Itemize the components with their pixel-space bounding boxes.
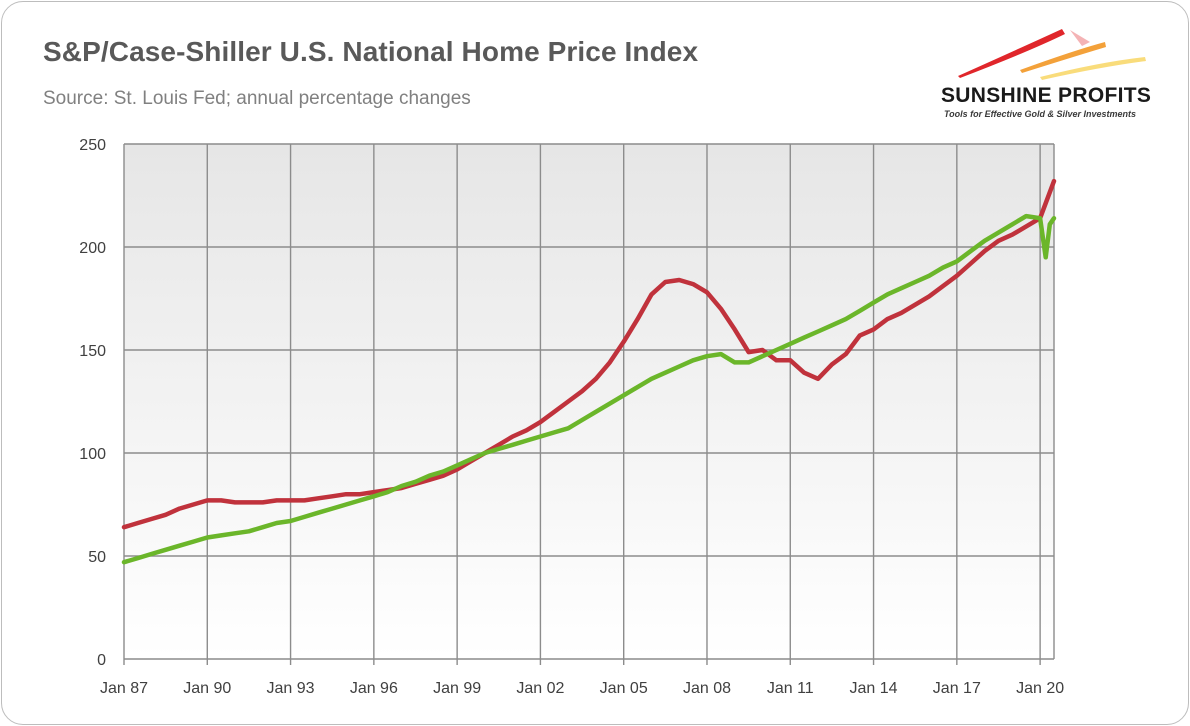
logo-tagline: Tools for Effective Gold & Silver Invest… [944,109,1137,119]
x-tick-label: Jan 05 [600,680,648,697]
x-tick-label: Jan 02 [516,680,564,697]
series-lines [121,178,1057,565]
gridlines [123,143,1055,665]
logo-swoosh-icon [958,29,1146,80]
x-tick-label: Jan 90 [183,680,231,697]
x-tick-label: Jan 14 [850,680,898,697]
x-tick-label: Jan 11 [767,680,814,697]
y-tick-label: 250 [79,137,106,154]
y-tick-label: 50 [88,549,106,566]
x-tick-label: Jan 96 [350,680,398,697]
y-tick-label: 100 [79,446,106,463]
x-tick-label: Jan 08 [683,680,731,697]
y-tick-label: 0 [97,652,106,669]
x-tick-label: Jan 93 [267,680,315,697]
x-tick-label: Jan 17 [933,680,981,697]
x-tick-label: Jan 99 [433,680,481,697]
series-line-red [121,178,1057,530]
series-line-green [121,213,1057,565]
logo-name: SUNSHINE PROFITS [941,84,1152,107]
chart-title: S&P/Case-Shiller U.S. National Home Pric… [43,36,699,67]
chart-subtitle: Source: St. Louis Fed; annual percentage… [43,88,471,109]
plot-area [124,144,1054,659]
x-tick-label: Jan 87 [100,680,148,697]
axis-ticks: 0 50 100 150 200 250 Jan 87 Jan 90 Jan 93 Jan 96 J… [79,137,1064,697]
x-tick-label: Jan 20 [1016,680,1064,697]
sunshine-profits-logo: SUNSHINE PROFITS Tools for Effective Gol… [930,20,1180,125]
y-tick-label: 150 [79,343,106,360]
y-tick-label: 200 [79,240,106,257]
